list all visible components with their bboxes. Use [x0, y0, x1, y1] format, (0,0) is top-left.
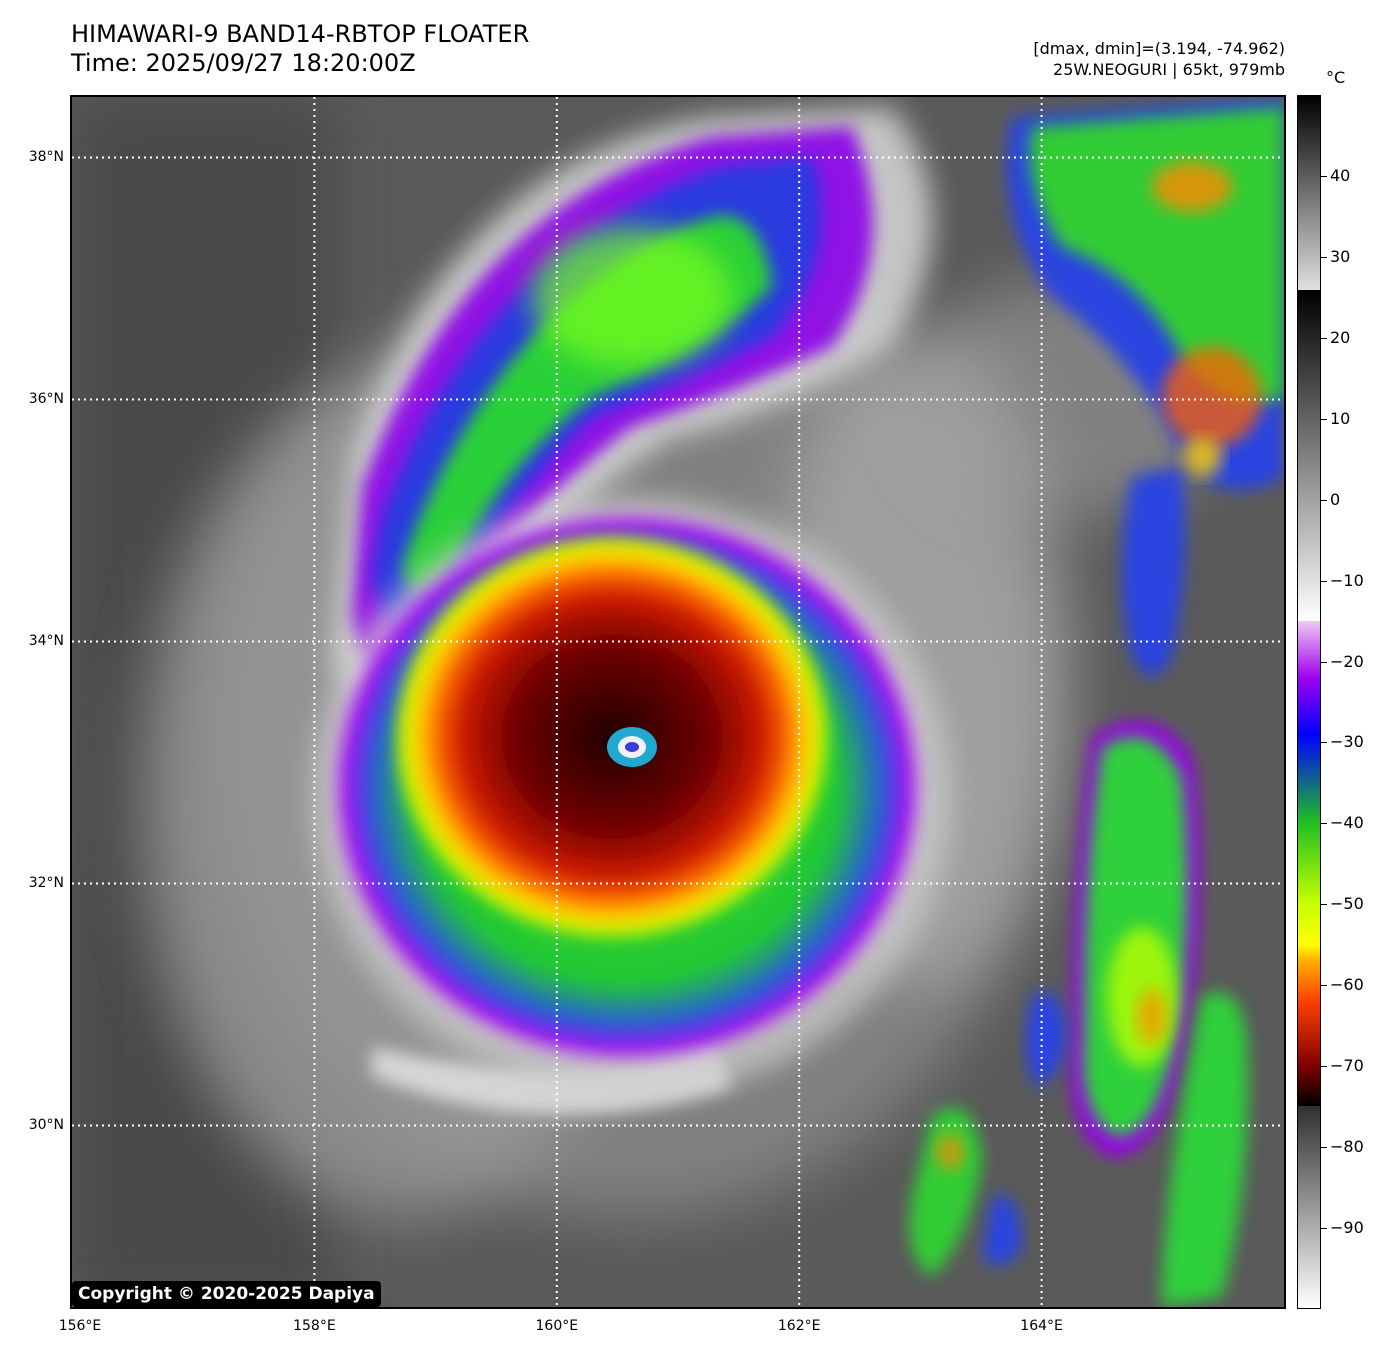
- title-line-2: Time: 2025/09/27 18:20:00Z: [71, 49, 416, 77]
- colorbar-tick: [1321, 823, 1327, 825]
- satellite-map: [70, 95, 1286, 1309]
- title-line-1: HIMAWARI-9 BAND14-RBTOP FLOATER: [71, 20, 530, 48]
- lat-label: 34°N: [28, 632, 64, 649]
- colorbar-tick-label: 30: [1330, 246, 1351, 266]
- colorbar-tick-label: 0: [1330, 489, 1341, 509]
- colorbar-tick: [1321, 1228, 1327, 1230]
- colorbar-tick: [1321, 904, 1327, 906]
- colorbar-tick-label: −90: [1330, 1218, 1364, 1238]
- stats: [dmax, dmin]=(3.194, -74.962) 25W.NEOGUR…: [1033, 38, 1285, 80]
- lat-label: 30°N: [28, 1116, 64, 1133]
- colorbar-tick: [1321, 175, 1327, 177]
- lat-label: 38°N: [28, 148, 64, 165]
- colorbar-tick-label: −60: [1330, 975, 1364, 995]
- lat-label: 32°N: [28, 874, 64, 891]
- colorbar-tick: [1321, 742, 1327, 744]
- stats-dmax-dmin: [dmax, dmin]=(3.194, -74.962): [1033, 39, 1285, 58]
- colorbar-tick: [1321, 256, 1327, 258]
- storm-info: 25W.NEOGURI | 65kt, 979mb: [1053, 60, 1285, 79]
- colorbar-tick: [1321, 499, 1327, 501]
- lon-label: 164°E: [1020, 1318, 1063, 1334]
- colorbar-tick-label: 20: [1330, 327, 1351, 347]
- lon-label: 158°E: [293, 1318, 336, 1334]
- colorbar-tick: [1321, 580, 1327, 582]
- colorbar-tick-label: −50: [1330, 894, 1364, 914]
- lon-label: 156°E: [58, 1318, 102, 1334]
- title: HIMAWARI-9 BAND14-RBTOP FLOATER Time: 20…: [71, 20, 529, 78]
- colorbar-unit: °C: [1326, 68, 1346, 87]
- lat-lon-gridlines: [72, 97, 1284, 1307]
- colorbar-tick: [1321, 1066, 1327, 1068]
- colorbar-tick: [1321, 985, 1327, 987]
- colorbar-tick-label: −10: [1330, 570, 1364, 590]
- colorbar-tick-label: 10: [1330, 408, 1351, 428]
- colorbar-tick: [1321, 418, 1327, 420]
- colorbar-tick-label: −80: [1330, 1137, 1364, 1157]
- copyright-badge: Copyright © 2020-2025 Dapiya: [72, 1281, 381, 1307]
- colorbar-tick-label: −20: [1330, 651, 1364, 671]
- satellite-imagery: [72, 97, 1284, 1307]
- colorbar-tick-label: −40: [1330, 813, 1364, 833]
- colorbar-tick-label: −70: [1330, 1056, 1364, 1076]
- colorbar-tick: [1321, 337, 1327, 339]
- colorbar-tick: [1321, 661, 1327, 663]
- lat-label: 36°N: [28, 390, 64, 407]
- colorbar-tick: [1321, 1147, 1327, 1149]
- lon-label: 162°E: [777, 1318, 821, 1334]
- colorbar-tick-label: 40: [1330, 165, 1351, 185]
- colorbar: [1297, 95, 1321, 1309]
- lon-label: 160°E: [535, 1318, 579, 1334]
- colorbar-tick-label: −30: [1330, 732, 1364, 752]
